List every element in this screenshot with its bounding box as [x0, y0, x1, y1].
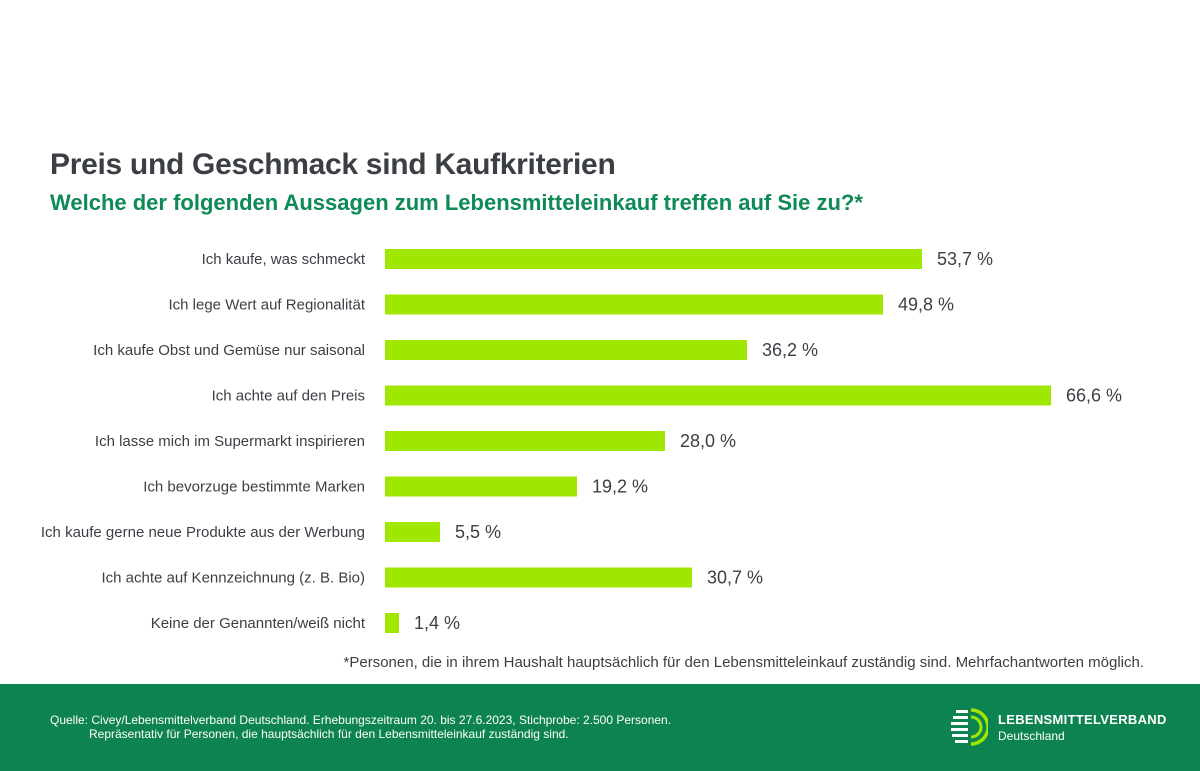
chart-subtitle: Welche der folgenden Aussagen zum Lebens…	[50, 190, 863, 215]
value-label: 1,4 %	[414, 613, 460, 633]
bar	[385, 294, 883, 315]
bar	[385, 613, 399, 633]
value-label: 66,6 %	[1066, 386, 1122, 406]
category-label: Ich lasse mich im Supermarkt inspirieren	[95, 433, 365, 450]
source-note: Quelle: Civey/Lebensmittelverband Deutsc…	[50, 713, 671, 741]
category-label: Ich bevorzuge bestimmte Marken	[143, 479, 365, 496]
lebensmittelverband-logo: LEBENSMITTELVERBAND Deutschland	[948, 708, 1166, 748]
value-label: 30,7 %	[707, 568, 763, 588]
footer-bar: Quelle: Civey/Lebensmittelverband Deutsc…	[0, 684, 1200, 771]
value-label: 53,7 %	[937, 249, 993, 269]
bar	[385, 431, 665, 451]
source-line-2: Repräsentativ für Personen, die hauptsäc…	[89, 727, 569, 741]
bar-chart: Ich kaufe, was schmeckt 53,7 % Ich lege We…	[41, 249, 1122, 633]
category-label: Ich lege Wert auf Regionalität	[168, 297, 365, 314]
category-label: Ich kaufe Obst und Gemüse nur saisonal	[93, 342, 365, 359]
category-label: Ich kaufe gerne neue Produkte aus der We…	[41, 524, 365, 541]
category-label: Keine der Genannten/weiß nicht	[151, 615, 366, 632]
logo-subtitle: Deutschland	[998, 729, 1065, 743]
logo-name: LEBENSMITTELVERBAND	[998, 712, 1167, 727]
bar	[385, 476, 577, 497]
value-label: 5,5 %	[455, 522, 501, 542]
bar	[385, 385, 1051, 406]
footnote: *Personen, die in ihrem Haushalt hauptsä…	[343, 654, 1144, 671]
bar	[385, 340, 747, 360]
value-label: 49,8 %	[898, 295, 954, 315]
value-label: 28,0 %	[680, 431, 736, 451]
category-label: Ich achte auf Kennzeichnung (z. B. Bio)	[102, 570, 366, 587]
category-label: Ich achte auf den Preis	[212, 388, 365, 405]
bar	[385, 522, 440, 542]
value-label: 36,2 %	[762, 340, 818, 360]
value-label: 19,2 %	[592, 477, 648, 497]
category-label: Ich kaufe, was schmeckt	[202, 251, 366, 268]
bar	[385, 567, 692, 588]
logo-stripes-icon	[951, 708, 988, 746]
source-line-1: Quelle: Civey/Lebensmittelverband Deutsc…	[50, 713, 672, 727]
chart-title: Preis und Geschmack sind Kaufkriterien	[50, 148, 616, 181]
bar	[385, 249, 922, 269]
